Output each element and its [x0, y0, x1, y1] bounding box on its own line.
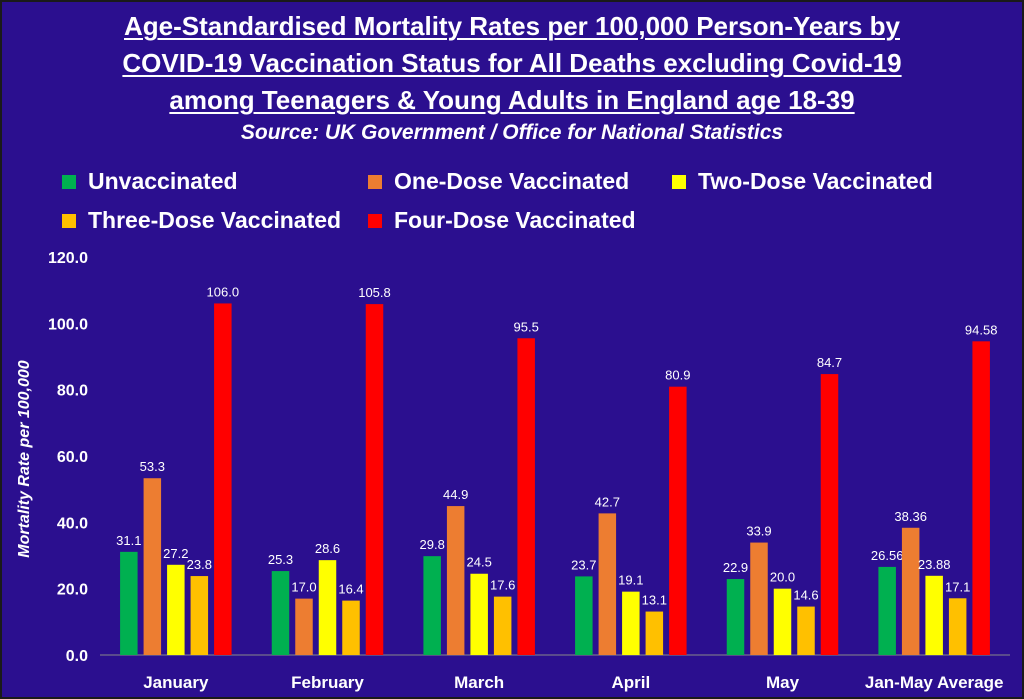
chart-title-line-1: Age-Standardised Mortality Rates per 100… — [124, 11, 900, 41]
bar — [470, 573, 488, 655]
bar — [517, 338, 535, 655]
data-label: 38.36 — [894, 509, 927, 524]
bar — [143, 478, 162, 655]
data-label: 106.0 — [207, 284, 240, 299]
data-label: 29.8 — [420, 537, 445, 552]
data-label: 23.8 — [187, 557, 212, 572]
bar — [271, 571, 290, 655]
legend-label: Two-Dose Vaccinated — [698, 168, 933, 194]
bar — [423, 556, 441, 655]
bar — [120, 551, 138, 655]
y-tick-label: 80.0 — [57, 383, 88, 400]
data-label: 22.9 — [723, 560, 748, 575]
data-label: 44.9 — [443, 487, 468, 502]
bar — [669, 386, 687, 655]
legend-swatch — [62, 174, 76, 189]
data-label: 28.6 — [315, 541, 340, 556]
y-tick-label: 40.0 — [57, 515, 88, 532]
legend-item-unvaccinated: Unvaccinated — [62, 168, 238, 195]
bar — [948, 598, 967, 655]
bar — [972, 341, 990, 655]
data-label: 84.7 — [817, 355, 842, 370]
x-tick-label: February — [291, 673, 364, 692]
bar — [342, 600, 360, 655]
legend-label: One-Dose Vaccinated — [394, 168, 630, 194]
bar — [598, 513, 617, 655]
legend-item-one-dose: One-Dose Vaccinated — [368, 168, 629, 195]
chart-subtitle: Source: UK Government / Office for Natio… — [240, 121, 784, 144]
data-label: 53.3 — [140, 459, 165, 474]
data-label: 14.6 — [793, 588, 818, 603]
data-label: 94.58 — [965, 322, 998, 337]
bar — [493, 596, 512, 655]
data-label: 105.8 — [358, 285, 391, 300]
bar — [878, 566, 896, 655]
legend-swatch — [368, 213, 382, 228]
legend-label: Three-Dose Vaccinated — [88, 207, 342, 233]
legend-swatch — [672, 174, 686, 189]
data-label: 23.88 — [918, 557, 951, 572]
data-label: 33.9 — [746, 524, 771, 539]
legend-label: Four-Dose Vaccinated — [394, 207, 636, 233]
bar — [820, 374, 839, 655]
data-label: 17.1 — [945, 579, 970, 594]
bar — [214, 303, 232, 655]
data-label: 25.3 — [268, 552, 293, 567]
legend-swatch — [62, 213, 76, 228]
chart-title-line-2: COVID-19 Vaccination Status for All Deat… — [122, 48, 902, 78]
x-tick-label: March — [454, 673, 504, 692]
legend-swatch — [368, 174, 382, 189]
bar — [622, 591, 640, 655]
bar — [773, 588, 792, 655]
bar — [925, 575, 943, 655]
bar — [365, 304, 384, 655]
legend-item-three-dose: Three-Dose Vaccinated — [62, 207, 341, 234]
bar — [190, 576, 209, 655]
legend-item-two-dose: Two-Dose Vaccinated — [672, 168, 933, 195]
legend-label: Unvaccinated — [88, 168, 238, 194]
data-label: 27.2 — [163, 546, 188, 561]
legend-item-four-dose: Four-Dose Vaccinated — [368, 207, 636, 234]
bar — [446, 506, 465, 655]
chart-title: Age-Standardised Mortality Rates per 100… — [0, 8, 1024, 119]
y-tick-label: 0.0 — [66, 648, 88, 665]
bar — [318, 560, 337, 655]
data-label: 26.56 — [871, 548, 904, 563]
x-tick-label: January — [143, 673, 209, 692]
x-tick-label: Jan-May Average — [865, 673, 1004, 692]
bar — [750, 542, 768, 655]
data-label: 20.0 — [770, 570, 795, 585]
data-label: 23.7 — [571, 557, 596, 572]
data-label: 24.5 — [467, 555, 492, 570]
data-label: 13.1 — [642, 593, 667, 608]
data-label: 80.9 — [665, 368, 690, 383]
data-label: 16.4 — [338, 582, 363, 597]
bar — [797, 606, 815, 655]
data-label: 17.6 — [490, 578, 515, 593]
bar — [295, 598, 313, 655]
bar — [901, 527, 920, 655]
data-label: 31.1 — [116, 533, 141, 548]
data-label: 17.0 — [291, 580, 316, 595]
data-label: 42.7 — [595, 494, 620, 509]
data-label: 95.5 — [514, 319, 539, 334]
bar — [645, 611, 664, 655]
y-tick-label: 60.0 — [57, 449, 88, 466]
x-tick-label: May — [766, 673, 800, 692]
chart-title-line-3: among Teenagers & Young Adults in Englan… — [169, 85, 855, 115]
bar — [726, 579, 745, 655]
y-tick-label: 120.0 — [48, 250, 88, 267]
x-tick-label: April — [611, 673, 650, 692]
y-tick-label: 100.0 — [48, 316, 88, 333]
bar — [575, 576, 593, 655]
bar — [167, 564, 185, 655]
data-label: 19.1 — [618, 573, 643, 588]
y-tick-label: 20.0 — [57, 582, 88, 599]
